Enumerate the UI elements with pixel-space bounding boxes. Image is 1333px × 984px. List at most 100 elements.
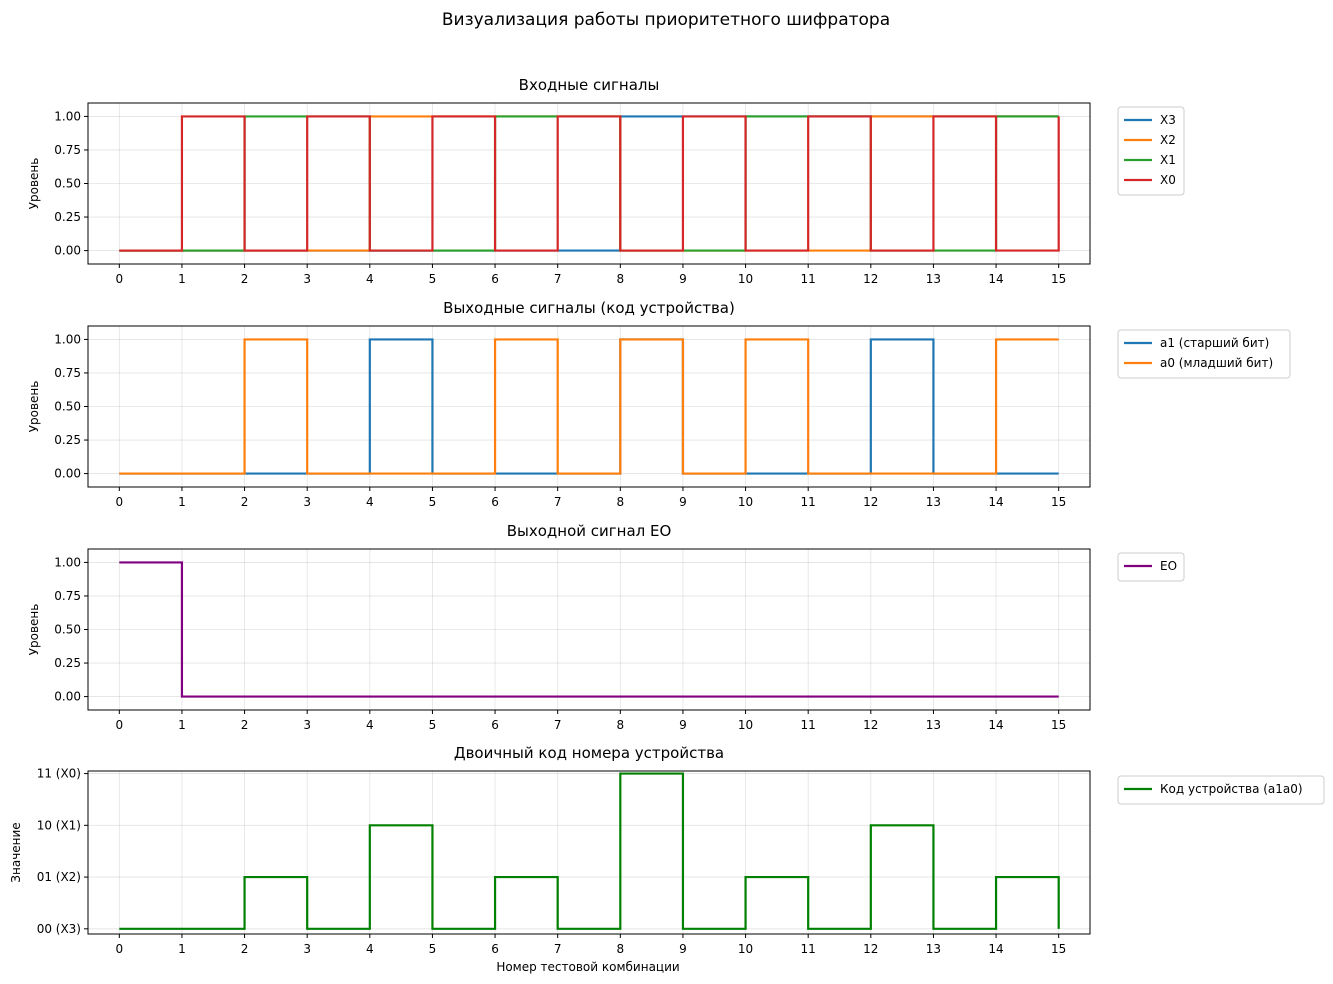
y-tick-label: 0.75 (54, 366, 81, 380)
x-tick-label: 11 (801, 942, 816, 956)
x-tick-label: 15 (1051, 718, 1066, 732)
y-tick-label: 1.00 (54, 555, 81, 569)
y-tick-label: 1.00 (54, 332, 81, 346)
y-tick-label: 0.00 (54, 244, 81, 258)
x-tick-label: 10 (738, 718, 753, 732)
y-tick-label: 10 (X1) (37, 818, 81, 832)
y-axis-label: Уровень (27, 604, 41, 656)
x-tick-label: 12 (863, 942, 878, 956)
y-tick-label: 0.00 (54, 467, 81, 481)
legend-label: X0 (1160, 173, 1176, 187)
y-tick-label: 0.25 (54, 656, 81, 670)
x-tick-label: 7 (554, 495, 562, 509)
x-tick-label: 1 (178, 718, 186, 732)
panel-title: Входные сигналы (519, 76, 660, 94)
y-tick-label: 0.25 (54, 210, 81, 224)
y-tick-label: 0.50 (54, 400, 81, 414)
figure-title: Визуализация работы приоритетного шифрат… (442, 10, 890, 30)
x-tick-label: 8 (616, 718, 624, 732)
chart-panel-3: 0 1 2 3 4 5 6 7 8 9 10 11 12 13 14 150.000.250.500.751.… (27, 522, 1185, 732)
y-tick-label: 0.00 (54, 690, 81, 704)
legend-label: a1 (старший бит) (1160, 336, 1269, 350)
x-tick-label: 15 (1051, 495, 1066, 509)
x-tick-label: 8 (616, 272, 624, 286)
x-tick-label: 9 (679, 942, 687, 956)
x-tick-label: 3 (303, 495, 311, 509)
x-tick-label: 14 (988, 718, 1003, 732)
x-tick-label: 11 (801, 495, 816, 509)
x-tick-label: 2 (241, 495, 249, 509)
y-axis-label: Уровень (27, 158, 41, 210)
x-tick-label: 0 (115, 718, 123, 732)
y-tick-label: 1.00 (54, 109, 81, 123)
panel-title: Выходной сигнал EO (507, 522, 672, 540)
y-tick-label: 00 (X3) (37, 922, 81, 936)
x-tick-label: 8 (616, 942, 624, 956)
x-tick-label: 6 (491, 942, 499, 956)
x-tick-label: 5 (429, 495, 437, 509)
x-tick-label: 9 (679, 718, 687, 732)
x-tick-label: 4 (366, 272, 374, 286)
x-tick-label: 3 (303, 272, 311, 286)
x-tick-label: 14 (988, 272, 1003, 286)
legend-box (1117, 775, 1325, 805)
x-tick-label: 6 (491, 272, 499, 286)
x-tick-label: 9 (679, 272, 687, 286)
legend-label: X3 (1160, 113, 1176, 127)
y-axis-label: Значение (9, 822, 23, 882)
x-tick-label: 1 (178, 495, 186, 509)
y-tick-label: 0.50 (54, 623, 81, 637)
x-tick-label: 14 (988, 495, 1003, 509)
y-tick-label: 11 (X0) (37, 767, 81, 781)
chart-panels: 0 1 2 3 4 5 6 7 8 9 10 11 12 13 14 150.000.250.500.751.… (9, 76, 1325, 956)
x-tick-label: 1 (178, 272, 186, 286)
legend: X3 X2 X1 X0 (1117, 106, 1185, 196)
x-tick-label: 11 (801, 718, 816, 732)
x-tick-label: 2 (241, 718, 249, 732)
x-tick-label: 5 (429, 718, 437, 732)
x-tick-label: 15 (1051, 272, 1066, 286)
legend-label: X1 (1160, 153, 1176, 167)
y-tick-label: 01 (X2) (37, 870, 81, 884)
series-line-3-1 (119, 561, 1059, 698)
x-tick-label: 8 (616, 495, 624, 509)
x-tick-label: 2 (241, 942, 249, 956)
y-tick-label: 0.50 (54, 177, 81, 191)
x-tick-label: 10 (738, 495, 753, 509)
legend: a1 (старший бит) a0 (младший бит) (1117, 329, 1291, 379)
x-tick-label: 11 (801, 272, 816, 286)
x-tick-label: 13 (926, 942, 941, 956)
x-tick-label: 9 (679, 495, 687, 509)
x-tick-label: 7 (554, 272, 562, 286)
x-tick-label: 0 (115, 272, 123, 286)
x-tick-label: 10 (738, 942, 753, 956)
legend: Код устройства (a1a0) (1117, 775, 1325, 805)
x-tick-label: 1 (178, 942, 186, 956)
x-tick-label: 13 (926, 272, 941, 286)
y-axis-label: Уровень (27, 381, 41, 433)
y-tick-label: 0.25 (54, 433, 81, 447)
series-line-2-2 (119, 338, 1059, 475)
x-tick-label: 3 (303, 718, 311, 732)
series-line-1-4 (119, 115, 1060, 252)
x-tick-label: 3 (303, 942, 311, 956)
panel-title: Двоичный код номера устройства (454, 744, 724, 762)
legend-label: a0 (младший бит) (1160, 356, 1273, 370)
x-tick-label: 12 (863, 718, 878, 732)
x-tick-label: 4 (366, 718, 374, 732)
x-tick-label: 0 (115, 942, 123, 956)
x-axis-label: Номер тестовой комбинации (496, 960, 679, 974)
x-tick-label: 13 (926, 718, 941, 732)
x-tick-label: 12 (863, 272, 878, 286)
x-tick-label: 0 (115, 495, 123, 509)
legend-box (1117, 329, 1291, 379)
x-tick-label: 7 (554, 718, 562, 732)
x-tick-label: 6 (491, 718, 499, 732)
legend-label: Код устройства (a1a0) (1160, 782, 1303, 796)
x-tick-label: 15 (1051, 942, 1066, 956)
axes-frame (87, 770, 1091, 935)
y-tick-label: 0.75 (54, 143, 81, 157)
x-tick-label: 12 (863, 495, 878, 509)
